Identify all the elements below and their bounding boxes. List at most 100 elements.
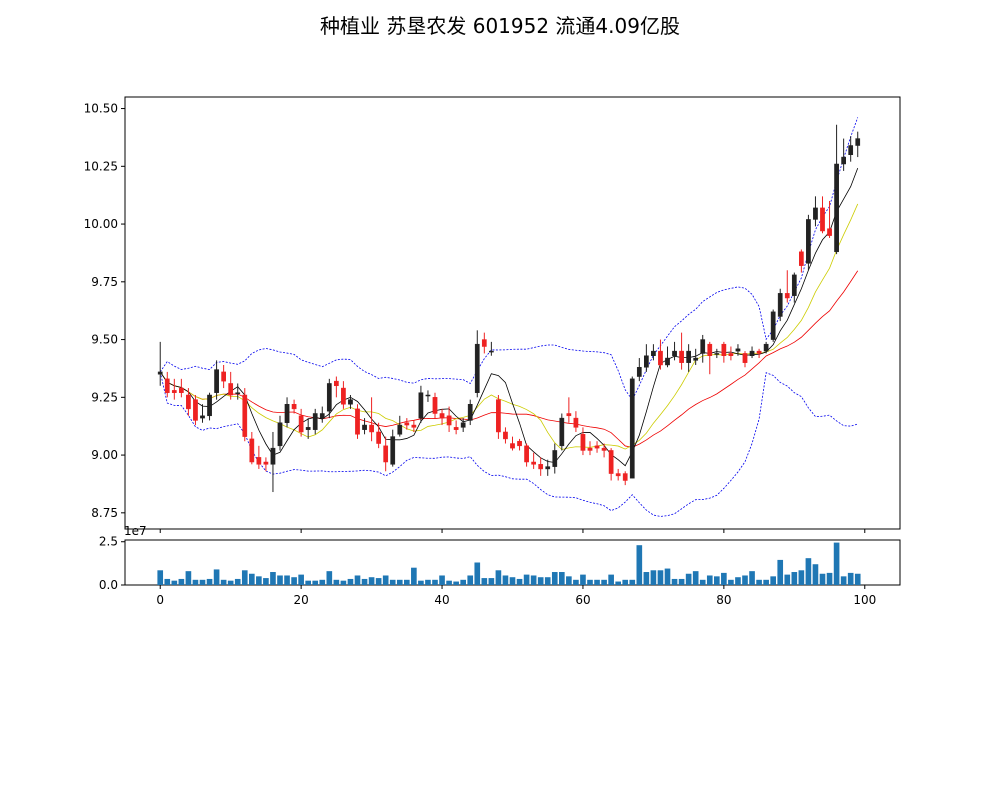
x-tick-label: 0 <box>156 593 164 607</box>
volume-bar <box>227 580 234 585</box>
candle-body <box>425 394 431 397</box>
candle-body <box>855 138 861 146</box>
volume-bar <box>284 575 290 585</box>
volume-bar <box>699 579 706 585</box>
candle-body <box>277 422 283 447</box>
volume-bar <box>784 574 791 585</box>
bollinger-lower-line <box>159 371 858 517</box>
volume-bar <box>791 572 798 585</box>
moving-average-layer <box>159 168 859 467</box>
candle-body <box>813 207 818 220</box>
candle-body <box>249 438 255 463</box>
price-y-tick-label: 10.00 <box>84 217 118 231</box>
candle-body <box>467 404 473 421</box>
volume-bar <box>319 579 326 585</box>
volume-bar <box>664 568 671 585</box>
price-y-tick-label: 9.00 <box>91 448 118 462</box>
volume-bar <box>742 575 748 585</box>
volume-bar <box>833 542 840 585</box>
volume-bar <box>685 573 692 585</box>
candle-body <box>411 424 417 428</box>
candle-body <box>679 350 684 363</box>
candle-body <box>334 380 339 387</box>
candle-body <box>157 371 163 375</box>
candle-body <box>700 339 706 354</box>
candle-body <box>841 156 846 165</box>
volume-bar <box>495 570 502 585</box>
volume-bar <box>439 575 445 585</box>
candle-body <box>615 473 621 477</box>
volume-bar <box>594 579 600 585</box>
volume-bar <box>551 572 558 585</box>
candle-body <box>644 355 649 368</box>
candle-body <box>270 447 276 465</box>
x-tick-label: 100 <box>853 593 876 607</box>
price-y-tick-label: 8.75 <box>91 506 118 520</box>
volume-bar <box>361 578 368 585</box>
volume-bar <box>812 564 819 585</box>
volume-bar <box>277 575 283 585</box>
volume-bar <box>537 577 544 585</box>
volume-bar <box>706 575 713 585</box>
volume-bar <box>854 573 861 585</box>
volume-bar <box>256 576 262 585</box>
x-tick-label: 80 <box>716 593 731 607</box>
volume-bar <box>312 580 319 585</box>
candle-body <box>714 353 720 355</box>
candle-body <box>214 369 219 393</box>
volume-bar <box>340 580 347 585</box>
candle-body <box>348 399 353 405</box>
candle-body <box>594 445 600 449</box>
volume-bar <box>636 545 643 585</box>
candle-body <box>291 404 297 410</box>
volume-bar <box>418 580 424 585</box>
candle-body <box>580 434 586 451</box>
candle-body <box>496 399 501 433</box>
volume-bar <box>678 578 685 585</box>
volume-bar <box>474 562 481 585</box>
bollinger-band-layer <box>159 117 859 517</box>
volume-bar <box>488 578 495 585</box>
candle-body <box>263 461 269 465</box>
candle-body <box>432 397 438 414</box>
volume-panel: 0.0 2.5 0 20 40 60 80 100 1e7 <box>99 524 901 607</box>
volume-bar <box>382 575 389 585</box>
volume-bar <box>587 579 593 585</box>
volume-bar <box>657 570 664 585</box>
x-tick-label: 40 <box>434 593 449 607</box>
volume-bar <box>847 572 854 585</box>
candle-body <box>784 293 790 299</box>
volume-bar <box>643 572 650 585</box>
candle-body <box>777 293 783 317</box>
candle-body <box>587 447 593 451</box>
candle-body <box>538 464 544 470</box>
candle-body <box>566 413 572 417</box>
price-y-tick-label: 9.50 <box>91 333 118 347</box>
candle-body <box>820 207 825 232</box>
volume-offset-label: 1e7 <box>124 524 147 538</box>
candle-body <box>207 394 212 417</box>
candlestick-layer <box>157 124 861 493</box>
volume-bar <box>671 578 678 585</box>
volume-bar <box>298 574 304 585</box>
volume-bar <box>777 559 784 585</box>
candle-body <box>305 427 311 430</box>
volume-bar <box>826 572 833 585</box>
volume-bar <box>206 578 213 585</box>
candle-body <box>735 348 741 352</box>
candle-body <box>636 367 642 377</box>
volume-bar <box>241 570 248 585</box>
volume-bar <box>530 575 537 585</box>
volume-bar <box>368 577 375 585</box>
volume-bar <box>446 580 452 585</box>
volume-bar <box>432 579 438 585</box>
volume-bar <box>559 572 565 585</box>
candle-body <box>319 413 325 419</box>
price-panel: 8.75 9.00 9.25 9.50 9.75 10.00 10.25 10.50 <box>84 96 901 533</box>
volume-bar <box>291 577 297 585</box>
volume-bar <box>721 572 727 585</box>
volume-bar <box>763 579 769 585</box>
volume-bar <box>728 579 734 585</box>
volume-bar <box>770 576 776 585</box>
price-y-tick-label: 10.50 <box>84 102 118 116</box>
